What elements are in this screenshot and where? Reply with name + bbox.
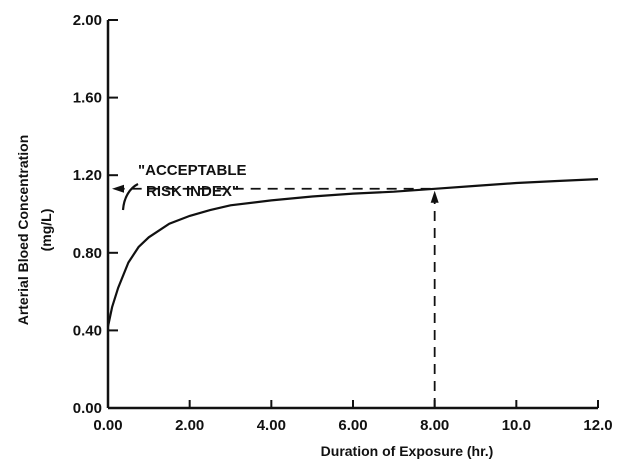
annotation-line-2: RISK INDEX" (146, 183, 239, 200)
annotation-group: "ACCEPTABLE RISK INDEX" (121, 162, 247, 211)
x-tick-label: 6.00 (338, 417, 367, 434)
annotation-line-1: "ACCEPTABLE (138, 162, 247, 179)
up-arrowhead (430, 190, 439, 203)
y-axis-title-line-1: Arterial Bloed Concentration (15, 135, 31, 326)
x-tick-label: 2.00 (175, 417, 204, 434)
y-tick-label: 0.80 (73, 245, 102, 262)
y-tick-label: 1.20 (73, 167, 102, 184)
y-tick-label: 0.00 (73, 400, 102, 417)
reference-lines (112, 184, 439, 408)
concentration-curve (106, 178, 599, 327)
left-arrowhead (112, 184, 124, 193)
x-tick-label: 10.0 (502, 417, 531, 434)
x-axis-title: Duration of Exposure (hr.) (321, 443, 494, 459)
x-tick-label: 4.00 (257, 417, 286, 434)
y-tick-label: 0.40 (73, 322, 102, 339)
annotation-leader-line (121, 183, 139, 211)
y-axis-title-line-2: (mg/L) (38, 209, 54, 252)
x-tick-label: 0.00 (93, 417, 122, 434)
data-series (106, 178, 599, 327)
y-tick-label: 2.00 (73, 12, 102, 29)
x-tick-label: 8.00 (420, 417, 449, 434)
axes (106, 20, 598, 410)
y-tick-label: 1.60 (73, 90, 102, 107)
x-tick-label: 12.0 (583, 417, 612, 434)
axis-ticks: 0.00 2.00 4.00 6.00 8.00 10.0 12.0 0.00 0.40 0.80… (73, 12, 613, 434)
